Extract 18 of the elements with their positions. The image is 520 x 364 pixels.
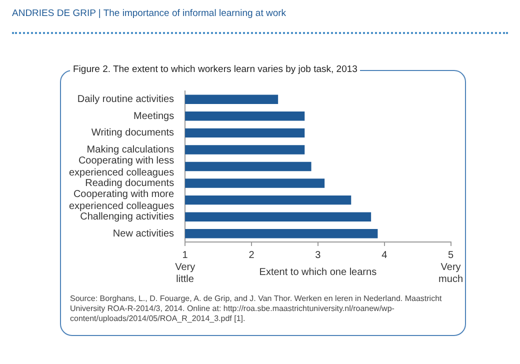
x-axis-title: Extent to which one learns — [259, 266, 377, 278]
x-tick-label: 5 Very much — [438, 250, 463, 285]
chart-title: Figure 2. The extent to which workers learn varies by job task, 2013 — [70, 64, 360, 75]
y-tick-label: Making calculations — [86, 144, 174, 156]
y-tick-label: Cooperating with less experienced colleagues — [68, 155, 174, 178]
y-tick-label: Cooperating with more experienced colleagues — [68, 188, 175, 212]
text: ANDRIES DE GRIP | The importance of informal learning at work — [12, 8, 286, 19]
y-tick-label: Writing documents — [91, 128, 174, 139]
x-tick-label: 1 Very little — [175, 250, 196, 285]
y-tick-label: New activities — [112, 228, 174, 240]
y-tick-label: Meetings — [133, 110, 174, 122]
y-tick-label: Daily routine activities — [77, 94, 174, 106]
source-note: Source: Borghans, L., D. Fouarge, A. de Grip, and J. Van Thor. Werken en leren in Nederland. Maastricht University ROA-R-2014/3, 2014. Online at: http://roa.sbe.maastrichtuniversity.nl/roanew/wp-content/uploads/2014/05/ROA_R_2014_3.pdf [1]. — [70, 294, 443, 324]
y-tick-label: Challenging activities — [80, 212, 174, 223]
y-tick-label: Reading documents — [85, 178, 174, 190]
x-tick-label: 4 — [382, 250, 388, 261]
x-tick-label: 3 — [315, 250, 322, 261]
x-tick-label: 2 — [248, 250, 255, 261]
